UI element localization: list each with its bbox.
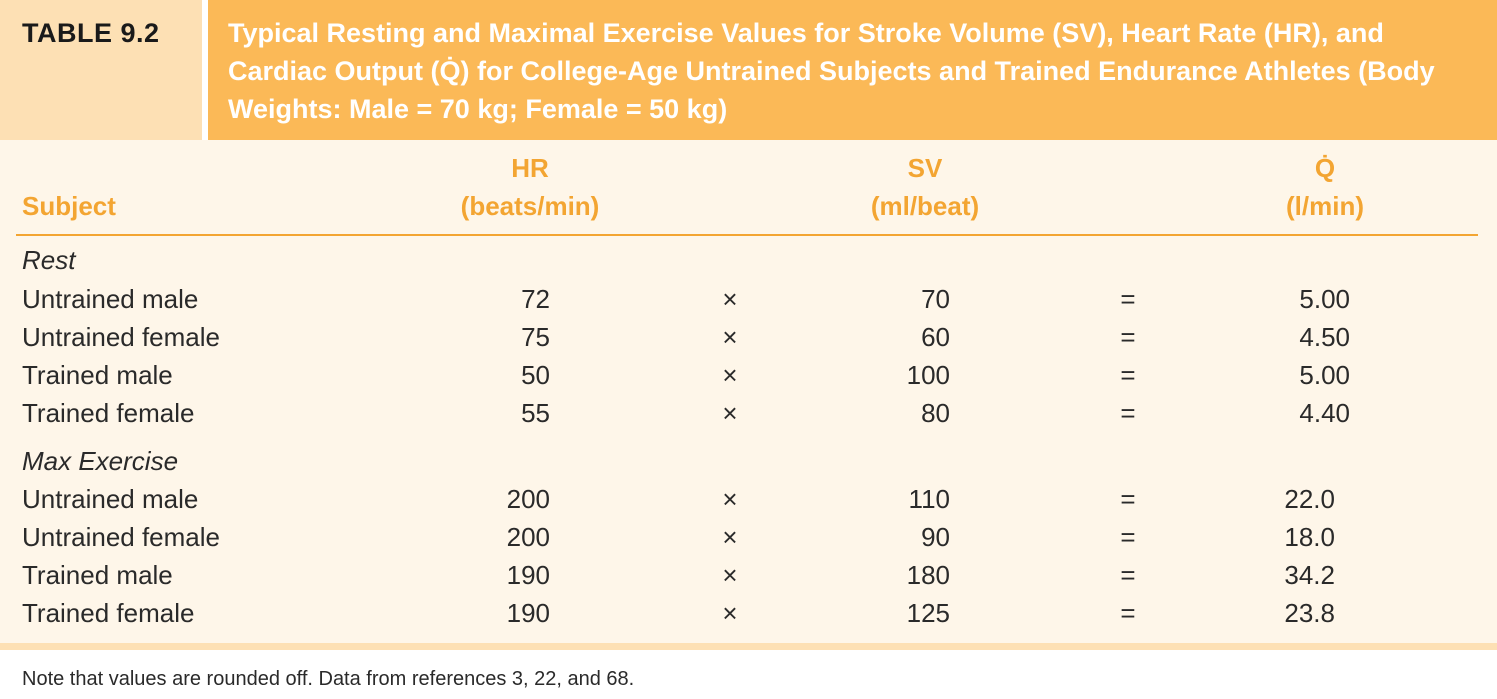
row-subject: Untrained female: [22, 322, 220, 352]
table-header-band: TABLE 9.2 Typical Resting and Maximal Ex…: [0, 0, 1497, 140]
column-header-q: Q̇: [1314, 153, 1336, 183]
equals-sign: =: [1120, 484, 1136, 514]
times-sign: ×: [722, 560, 738, 590]
row-q: 23.8: [1284, 598, 1335, 628]
column-header-sv: SV: [907, 153, 943, 183]
header-divider: [16, 234, 1478, 236]
row-hr: 200: [506, 484, 550, 514]
section-label-rest: Rest: [22, 245, 76, 275]
table-bottom-rule: [0, 643, 1497, 650]
row-q: 18.0: [1284, 522, 1335, 552]
data-table: TABLE 9.2 Typical Resting and Maximal Ex…: [0, 0, 1497, 650]
table-label-box: TABLE 9.2: [0, 0, 202, 140]
row-sv: 180: [906, 560, 950, 590]
column-header-subject: Subject: [22, 191, 116, 221]
equals-sign: =: [1120, 522, 1136, 552]
row-hr: 190: [506, 560, 550, 590]
row-subject: Untrained male: [22, 484, 199, 514]
row-q: 22.0: [1284, 484, 1335, 514]
row-sv: 100: [906, 360, 950, 390]
row-hr: 50: [521, 360, 550, 390]
row-sv: 70: [921, 284, 950, 314]
row-hr: 72: [521, 284, 550, 314]
row-q: 5.00: [1299, 360, 1350, 390]
row-sv: 110: [908, 484, 950, 514]
row-subject: Untrained male: [22, 284, 199, 314]
row-q: 34.2: [1284, 560, 1335, 590]
row-hr: 75: [521, 322, 550, 352]
times-sign: ×: [722, 284, 738, 314]
times-sign: ×: [722, 598, 738, 628]
times-sign: ×: [722, 360, 738, 390]
row-q: 5.00: [1299, 284, 1350, 314]
column-header-hr: HR: [511, 153, 549, 183]
row-hr: 200: [506, 522, 550, 552]
column-header-sv-unit: (ml/beat): [870, 191, 980, 221]
row-subject: Trained female: [22, 398, 195, 428]
times-sign: ×: [722, 322, 738, 352]
equals-sign: =: [1120, 560, 1136, 590]
row-sv: 125: [906, 598, 950, 628]
row-sv: 80: [921, 398, 950, 428]
times-sign: ×: [722, 398, 738, 428]
row-q: 4.40: [1299, 398, 1350, 428]
table-body: [0, 140, 1497, 645]
column-header-q-unit: (l/min): [1286, 191, 1364, 221]
row-subject: Trained male: [22, 560, 173, 590]
column-header-hr-unit: (beats/min): [460, 191, 600, 221]
equals-sign: =: [1120, 360, 1136, 390]
row-hr: 190: [506, 598, 550, 628]
row-subject: Trained male: [22, 360, 173, 390]
equals-sign: =: [1120, 284, 1136, 314]
table-label: TABLE 9.2: [22, 18, 160, 48]
table-title: Typical Resting and Maximal Exercise Val…: [228, 18, 1435, 124]
equals-sign: =: [1120, 322, 1136, 352]
row-subject: Trained female: [22, 598, 195, 628]
times-sign: ×: [722, 484, 738, 514]
table-title-box: Typical Resting and Maximal Exercise Val…: [208, 0, 1497, 140]
times-sign: ×: [722, 522, 738, 552]
row-sv: 90: [921, 522, 950, 552]
equals-sign: =: [1120, 398, 1136, 428]
row-sv: 60: [921, 322, 950, 352]
section-label-max-exercise: Max Exercise: [22, 446, 179, 476]
equals-sign: =: [1120, 598, 1136, 628]
row-q: 4.50: [1299, 322, 1350, 352]
table-footnote: Note that values are rounded off. Data f…: [22, 668, 635, 690]
row-subject: Untrained female: [22, 522, 220, 552]
row-hr: 55: [521, 398, 550, 428]
